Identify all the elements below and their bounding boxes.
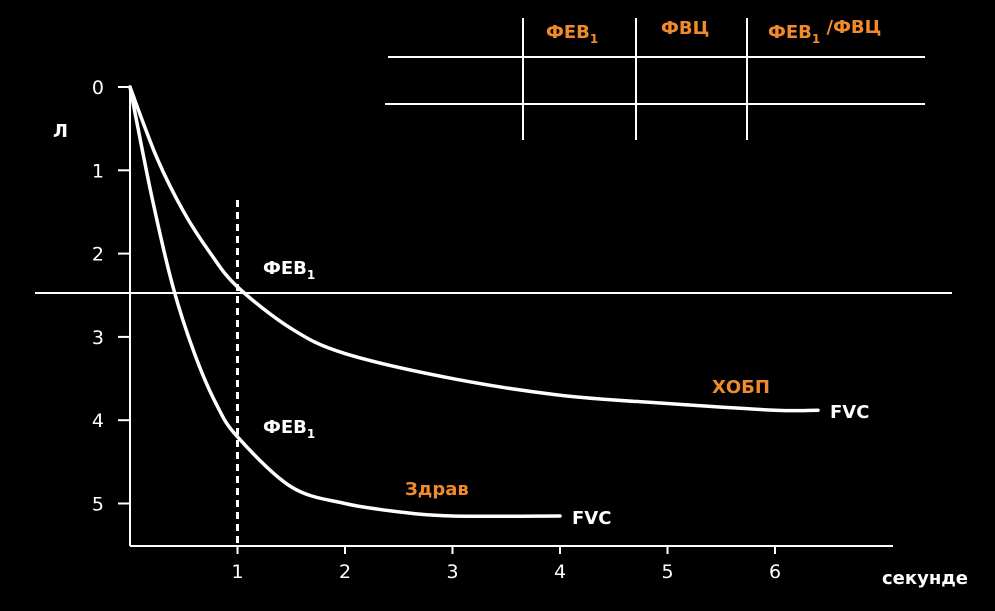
x-tick-label: 5: [661, 561, 673, 583]
y-tick-label: 2: [92, 244, 104, 266]
chart-labels: ХОБП FVC Здрав FVC ФЕВ1 ФЕВ1: [263, 258, 869, 529]
fvc-end-label: FVC: [572, 508, 611, 529]
series-name-label: Здрав: [405, 479, 469, 500]
fev1-point-label: ФЕВ1: [263, 258, 315, 282]
x-tick-label: 6: [769, 561, 781, 583]
x-tick-label: 3: [446, 561, 458, 583]
y-tick-label: 0: [92, 77, 104, 99]
series-line-copd: [128, 85, 820, 413]
y-tick-label: 1: [92, 160, 104, 182]
series-line-healthy: [128, 85, 562, 519]
series-lines: [128, 85, 820, 519]
x-tick-label: 2: [339, 561, 351, 583]
fev1-point-label: ФЕВ1: [263, 417, 315, 441]
table-header-fev1: ФЕВ1: [546, 22, 598, 46]
y-axis-label: Л: [53, 121, 68, 142]
y-tick-label: 4: [92, 410, 104, 432]
x-tick-label: 1: [231, 561, 243, 583]
results-table: ФЕВ1 ФВЦ ФЕВ1 /ФВЦ: [385, 17, 925, 140]
reference-lines: [35, 200, 952, 546]
x-axis-label: секунде: [882, 568, 968, 589]
series-name-label: ХОБП: [712, 377, 770, 398]
y-tick-label: 5: [92, 494, 104, 516]
table-header-fvc: ФВЦ: [661, 18, 709, 39]
y-tick-label: 3: [92, 327, 104, 349]
x-tick-label: 4: [554, 561, 566, 583]
table-header-ratio: ФЕВ1 /ФВЦ: [768, 17, 881, 46]
fvc-end-label: FVC: [830, 402, 869, 423]
